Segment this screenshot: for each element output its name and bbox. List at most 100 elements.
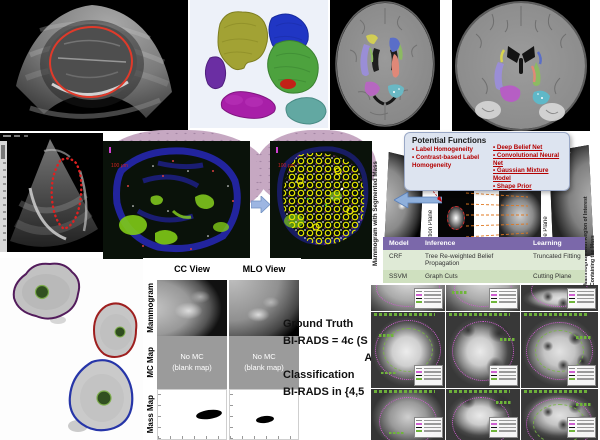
mass-blob	[255, 415, 275, 424]
annotation-mark	[452, 291, 468, 294]
cell-title	[374, 390, 435, 393]
mlo-mc-map-cell: No MC (blank map)	[229, 336, 299, 389]
overlay-yellow	[366, 34, 378, 44]
list-item: Label Homogeneity	[412, 146, 488, 154]
legend-box	[489, 417, 518, 438]
cell-model: CRF	[389, 253, 403, 260]
annotation-mark	[576, 403, 592, 406]
mlo-mass-map-cell	[229, 389, 299, 440]
structure-red	[280, 79, 296, 89]
mammo-views-table: CC View MLO View Mammogram MC Map No MC …	[143, 258, 301, 440]
cell-title	[449, 313, 510, 316]
mass-roi-cell	[446, 312, 520, 388]
scale-bar-label: 100 μm	[111, 163, 128, 169]
cc-mammogram-image	[157, 280, 227, 336]
scale-bar-label: 100 μm	[278, 163, 295, 169]
mass-contour	[526, 322, 593, 380]
mri-coronal-panel	[452, 0, 590, 131]
gt-line: BI-RADS in {4,5	[283, 386, 365, 398]
structure-teal	[285, 97, 327, 125]
right-arrow-icon	[251, 196, 270, 213]
list-item: Shape Prior	[493, 183, 567, 191]
legend-box	[489, 365, 518, 386]
brain-3d-structures	[204, 11, 327, 125]
overlay-green	[398, 44, 403, 60]
left-arrow-icon	[394, 192, 442, 208]
cc-mass-map-cell	[157, 389, 227, 440]
fluorescence-panel-detections: 100 μm	[270, 141, 372, 259]
overlay-teal	[388, 84, 404, 98]
mri-axial-image	[335, 1, 435, 127]
annotation-mark	[496, 401, 512, 404]
list-item: Gaussian Mixture Model	[493, 167, 567, 183]
cell-title	[524, 390, 588, 393]
row-label-mammogram: Mammogram	[145, 283, 155, 333]
fetal-ultrasound-image	[16, 5, 172, 119]
cell-segmentation-panel	[0, 258, 145, 440]
legend-box	[414, 417, 443, 438]
overlay-magenta	[364, 81, 380, 96]
mlo-view-header: MLO View	[242, 264, 286, 274]
ground-truth-text: Ground Truth BI-RADS = 4c (S Ab Classifi…	[283, 316, 379, 401]
mass-roi-cell	[446, 285, 520, 311]
lv-contour-dotted	[50, 157, 83, 231]
gt-line: BI-RADS = 4c (S	[283, 335, 368, 347]
mri-coronal-image	[455, 1, 587, 131]
overlay-magenta	[500, 85, 521, 102]
mass-roi-cell	[521, 389, 598, 440]
list-item: Convolutional Neural Net	[493, 152, 567, 168]
cc-mc-map-cell: No MC (blank map)	[157, 336, 227, 389]
table-header-row: Model Inference Learning	[383, 237, 585, 250]
table-row: CRF Tree Re-weighted Belief Propagation …	[383, 250, 585, 270]
mass-roi-cell	[371, 312, 445, 388]
echocardiogram-panel	[0, 133, 103, 252]
cell-nucleus	[114, 326, 126, 338]
legend-box	[567, 417, 596, 438]
col-header-learning: Learning	[533, 240, 562, 247]
annotation-mark	[381, 371, 397, 374]
cell-inference: Tree Re-weighted Belief Propagation	[425, 253, 494, 267]
cell-learning: Cutting Plane	[533, 273, 572, 280]
cell-nucleus	[96, 390, 112, 406]
annotation-mark	[389, 431, 405, 434]
annotation-mark	[379, 334, 395, 337]
overlay-blue	[536, 51, 542, 65]
mass-roi-cell	[371, 389, 445, 440]
overlay-lavender	[360, 44, 370, 76]
cell-title	[449, 390, 510, 393]
annotation-mark	[500, 338, 516, 341]
echocardiogram-image	[0, 135, 98, 252]
mass-roi-cell	[521, 285, 598, 311]
legend-box	[414, 365, 443, 386]
gt-line: Ab	[283, 350, 379, 367]
list-item: Contrast-based Label Homogeneity	[412, 154, 488, 170]
table-row: SSVM Graph Cuts Cutting Plane	[383, 270, 585, 283]
mass-roi-grid	[371, 285, 598, 440]
fluorescence-image-raw: 100 μm	[109, 147, 241, 253]
spacer	[143, 258, 157, 280]
mass-contour	[452, 321, 514, 381]
mass-blob	[195, 408, 223, 421]
gt-line: Ground Truth	[283, 318, 354, 330]
mri-axial-panel	[330, 0, 440, 130]
mass-roi-cell	[371, 285, 445, 311]
potential-functions-box: Potential Functions Label Homogeneity Co…	[404, 132, 570, 191]
cell-segmentation-image	[12, 262, 138, 432]
reference-contour	[535, 330, 584, 372]
corner-marker	[276, 147, 278, 153]
overlay-yellow	[500, 49, 506, 63]
potential-functions-title: Potential Functions	[412, 136, 487, 145]
cell-inference: Graph Cuts	[425, 273, 458, 280]
cell-title	[524, 313, 588, 316]
pairwise-potentials-list: Label Homogeneity Contrast-based Label H…	[412, 146, 488, 169]
mass-contour	[375, 320, 441, 380]
mass-roi-cell	[521, 312, 598, 388]
reference-contour	[383, 328, 433, 372]
annotation-mark	[576, 336, 592, 339]
fluorescence-image-detections: 100 μm	[276, 146, 369, 246]
col-header-model: Model	[389, 240, 409, 247]
overlay-blue	[389, 37, 400, 52]
corner-marker	[109, 147, 111, 153]
list-item: Deep Belief Net	[493, 144, 567, 152]
